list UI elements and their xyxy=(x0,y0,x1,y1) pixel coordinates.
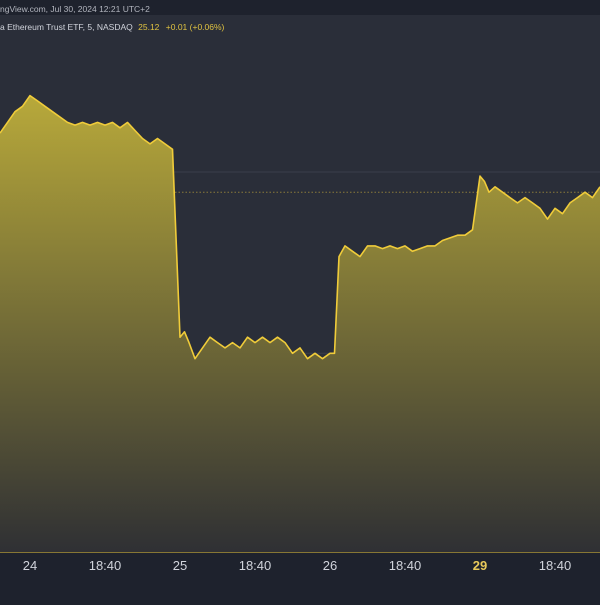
x-tick-label: 24 xyxy=(23,558,37,573)
source-text: ngView.com, Jul 30, 2024 12:21 UTC+2 xyxy=(0,4,150,14)
series-line xyxy=(0,94,600,360)
chart-caption-source: ngView.com, Jul 30, 2024 12:21 UTC+2 xyxy=(0,4,150,14)
x-tick-label: 18:40 xyxy=(389,558,422,573)
symbol-text: a Ethereum Trust ETF, 5, NASDAQ xyxy=(0,22,133,32)
x-tick-label: 29 xyxy=(473,558,487,573)
price-text: 25.12 xyxy=(138,22,160,32)
x-tick-label: 18:40 xyxy=(539,558,572,573)
x-tick-label: 26 xyxy=(323,558,337,573)
x-tick-label: 25 xyxy=(173,558,187,573)
x-tick-label: 18:40 xyxy=(89,558,122,573)
x-tick-label: 18:40 xyxy=(239,558,272,573)
area-fill xyxy=(0,95,600,552)
change-text: +0.01 (+0.06%) xyxy=(165,22,225,32)
chart-caption-symbol: a Ethereum Trust ETF, 5, NASDAQ 25.12 +0… xyxy=(0,22,224,32)
